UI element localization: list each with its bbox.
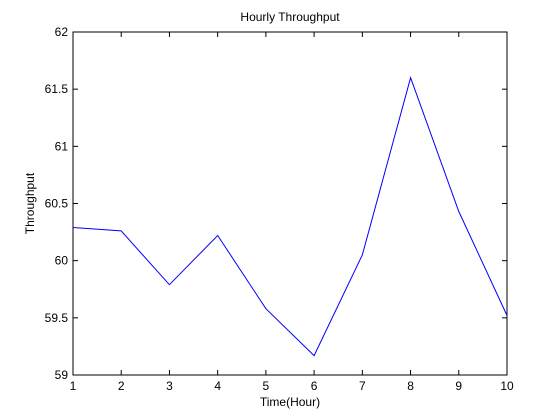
chart-title: Hourly Throughput <box>240 10 340 24</box>
x-tick-label: 3 <box>166 379 173 393</box>
series-layer <box>72 76 508 357</box>
x-tick-label: 7 <box>359 379 366 393</box>
y-tick-label: 60 <box>55 254 69 268</box>
y-tick-label: 59 <box>55 368 69 382</box>
x-tick-label: 4 <box>214 379 221 393</box>
y-tick-label: 59.5 <box>45 311 69 325</box>
y-tick-label: 62 <box>55 25 69 39</box>
x-tick-label: 6 <box>311 379 318 393</box>
x-tick-label: 9 <box>455 379 462 393</box>
x-tick-label: 10 <box>500 379 514 393</box>
x-tick-label: 8 <box>407 379 414 393</box>
y-axis-label: Throughput <box>23 172 37 234</box>
x-axis-label: Time(Hour) <box>260 395 320 409</box>
x-axis: 1 2 3 4 5 6 7 8 9 10 <box>70 32 514 393</box>
y-tick-label: 61 <box>55 139 69 153</box>
series-line <box>72 76 508 357</box>
x-tick-label: 2 <box>118 379 125 393</box>
y-axis: 59 59.5 60 60.5 61 61.5 62 <box>45 25 507 382</box>
y-tick-label: 60.5 <box>45 197 69 211</box>
x-tick-label: 1 <box>70 379 77 393</box>
x-tick-label: 5 <box>263 379 270 393</box>
y-tick-label: 61.5 <box>45 82 69 96</box>
plot-frame <box>72 31 508 376</box>
